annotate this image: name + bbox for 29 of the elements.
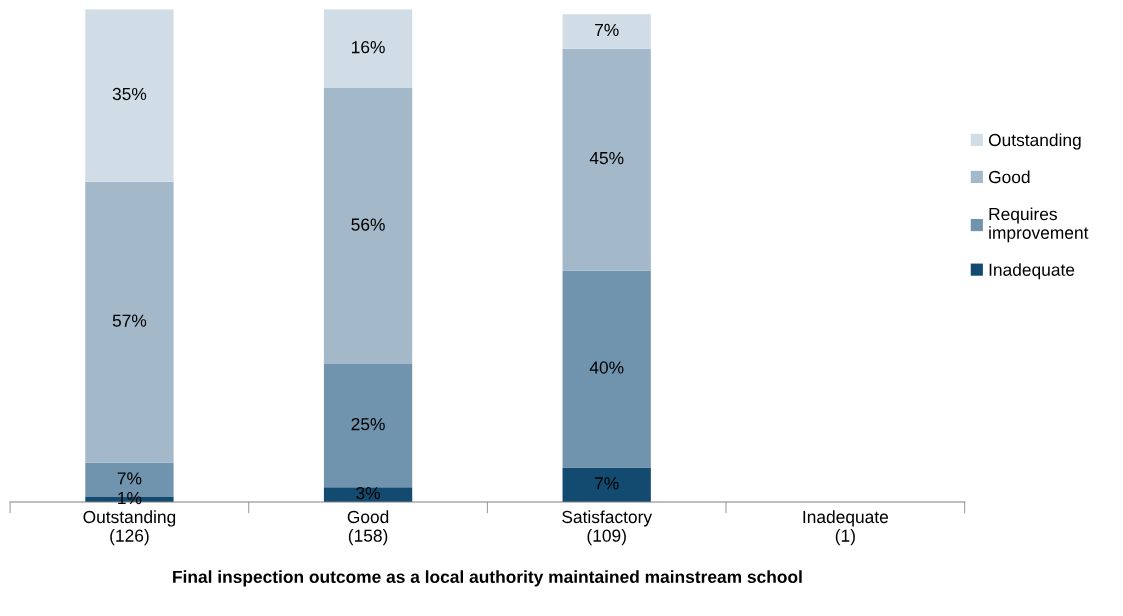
bar	[562, 270, 651, 468]
x-tick-label: Good (158)	[347, 510, 389, 546]
data-label: 45%	[589, 151, 624, 165]
data-label: 57%	[112, 314, 147, 327]
bar	[323, 364, 413, 488]
data-label: 3%	[356, 487, 380, 500]
data-label: 25%	[351, 418, 385, 431]
bar	[85, 181, 174, 463]
legend-label: Good	[988, 170, 1030, 184]
bar	[562, 48, 651, 271]
legend-label: Inadequate	[989, 263, 1075, 280]
x-axis-title: Final inspection outcome as a local authority maintained mainstream school	[173, 570, 802, 587]
legend-label: Requires improvement	[989, 207, 1089, 243]
data-label: 35%	[112, 87, 147, 101]
bar	[562, 14, 651, 49]
bar	[323, 9, 413, 89]
data-label: 7%	[595, 477, 619, 490]
data-label: 40%	[589, 361, 624, 374]
bar	[323, 88, 413, 365]
x-tick-label: Inadequate (1)	[803, 510, 889, 546]
x-tick-label: Satisfactory (109)	[562, 510, 653, 546]
bar	[562, 467, 651, 503]
x-tick-label: Outstanding (126)	[83, 510, 176, 546]
data-label: 16%	[352, 41, 385, 54]
data-label: 7%	[595, 23, 619, 37]
legend-label: Outstanding	[988, 133, 1081, 150]
data-label: 56%	[351, 218, 385, 231]
bar	[85, 9, 174, 182]
data-label: 7%	[117, 472, 142, 485]
